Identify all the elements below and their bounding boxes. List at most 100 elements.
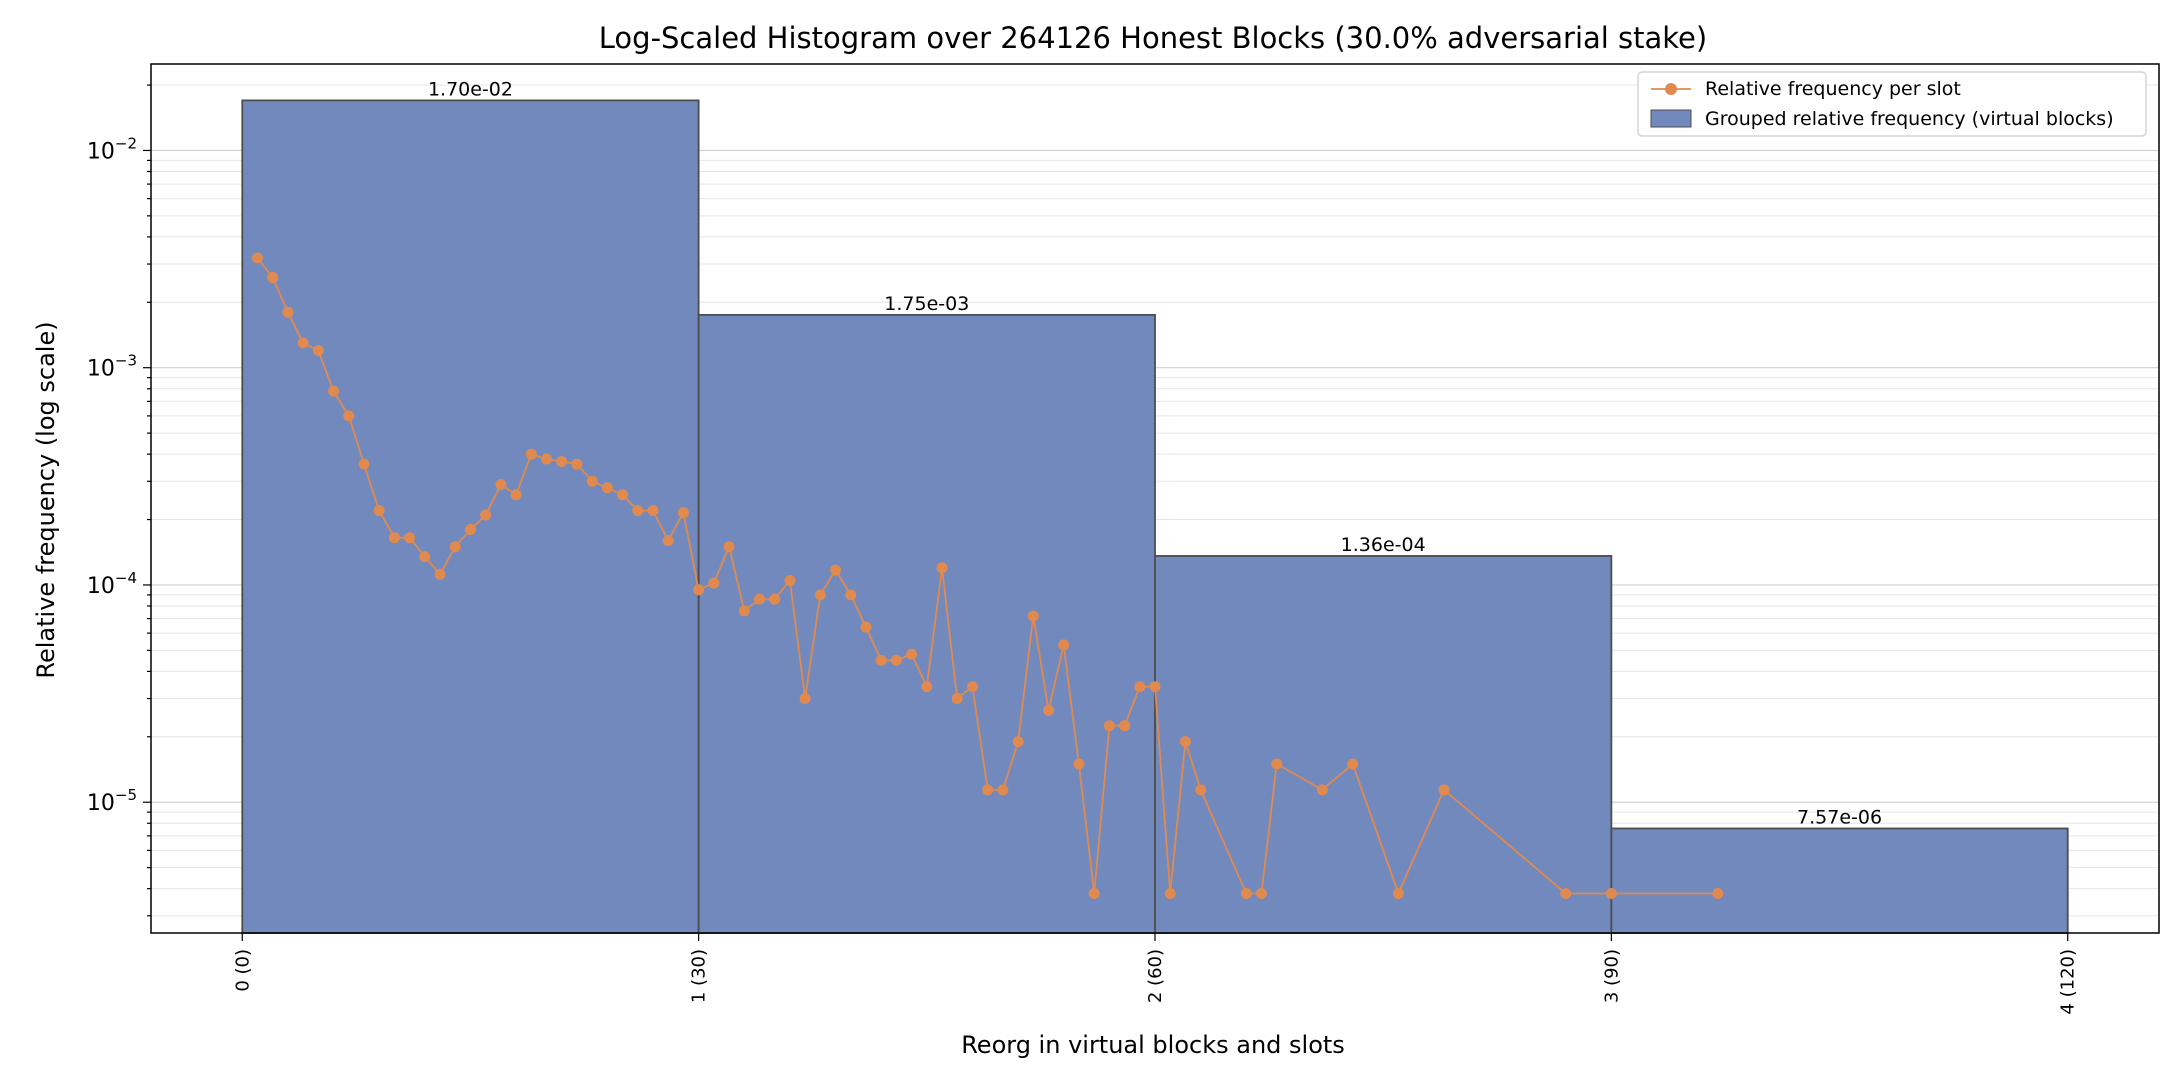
legend: Relative frequency per slot Grouped rela…: [1637, 71, 2147, 137]
data-point: [799, 693, 811, 705]
data-point: [662, 535, 674, 547]
data-point: [601, 482, 613, 494]
legend-bar-swatch: [1650, 109, 1692, 128]
data-point: [358, 458, 370, 470]
data-point: [1712, 887, 1724, 899]
data-point: [1316, 784, 1328, 796]
data-point: [267, 272, 279, 284]
data-point: [328, 385, 340, 397]
data-point: [1073, 758, 1085, 770]
data-point: [434, 568, 446, 580]
data-point: [495, 478, 507, 490]
data-point: [784, 574, 796, 586]
data-point: [1195, 784, 1207, 796]
data-point: [480, 509, 492, 521]
data-point: [875, 654, 887, 666]
data-point: [708, 577, 720, 589]
bar-value-label: 1.70e-02: [428, 78, 513, 100]
data-point: [997, 784, 1009, 796]
data-point: [1058, 639, 1070, 651]
data-point: [1149, 681, 1161, 693]
data-point: [1240, 887, 1252, 899]
histogram-bar: [241, 99, 700, 934]
data-point: [510, 489, 522, 501]
data-point: [404, 532, 416, 544]
x-axis-ticks: 0 (0) 1 (30) 2 (60) 3 (90) 4 (120): [232, 933, 2079, 1015]
data-point: [738, 605, 750, 617]
y-tick-label: 10−4: [87, 569, 137, 599]
bar-series: [241, 99, 2069, 934]
histogram-bar: [697, 314, 1156, 934]
chart-title: Log-Scaled Histogram over 264126 Honest …: [599, 21, 1707, 55]
data-point: [343, 410, 355, 422]
histogram-bar: [1154, 555, 1613, 934]
data-point: [1271, 758, 1283, 770]
bar-value-labels: 1.70e-02 1.75e-03 1.36e-04 7.57e-06: [428, 78, 1882, 828]
data-point: [677, 507, 689, 519]
data-point: [571, 458, 583, 470]
data-point: [1103, 720, 1115, 732]
data-point: [1012, 736, 1024, 748]
data-point: [1560, 887, 1572, 899]
data-point: [906, 648, 918, 660]
legend-box: [1637, 71, 2147, 137]
data-point: [830, 564, 842, 576]
bar-value-label: 1.75e-03: [884, 293, 969, 315]
legend-marker-swatch: [1665, 83, 1677, 95]
data-point: [1255, 887, 1267, 899]
x-tick-label: 2 (60): [1145, 949, 1166, 1003]
data-point: [860, 621, 872, 633]
data-point: [845, 589, 857, 601]
data-point: [556, 456, 568, 468]
legend-entry-bars: Grouped relative frequency (virtual bloc…: [1705, 108, 2114, 130]
legend-entry-line: Relative frequency per slot: [1705, 78, 1961, 100]
data-point: [814, 589, 826, 601]
x-tick-label: 0 (0): [232, 949, 253, 992]
data-point: [1438, 784, 1450, 796]
y-axis-ticks: 10−5 10−4 10−3 10−2: [87, 84, 151, 917]
y-tick-label: 10−5: [87, 786, 137, 816]
data-point: [966, 681, 978, 693]
data-point: [769, 593, 781, 605]
data-point: [1027, 610, 1039, 622]
data-point: [1392, 887, 1404, 899]
data-point: [982, 784, 994, 796]
data-point: [1043, 704, 1055, 716]
data-point: [936, 562, 948, 574]
y-tick-label: 10−3: [87, 352, 137, 382]
x-axis-label: Reorg in virtual blocks and slots: [961, 1031, 1345, 1059]
y-axis-label: Relative frequency (log scale): [32, 321, 60, 678]
data-point: [1605, 887, 1617, 899]
data-point: [723, 541, 735, 553]
data-point: [1179, 736, 1191, 748]
data-point: [1164, 887, 1176, 899]
data-point: [1347, 758, 1359, 770]
x-tick-label: 4 (120): [2058, 949, 2079, 1015]
bar-value-label: 7.57e-06: [1797, 806, 1882, 828]
data-point: [632, 505, 644, 517]
data-point: [1119, 720, 1131, 732]
data-point: [388, 532, 400, 544]
data-point: [890, 654, 902, 666]
data-point: [921, 681, 933, 693]
y-tick-label: 10−2: [87, 134, 137, 164]
x-tick-label: 1 (30): [689, 949, 710, 1003]
data-point: [419, 551, 431, 563]
data-point: [647, 505, 659, 517]
x-tick-label: 3 (90): [1601, 949, 1622, 1003]
line-series: [251, 252, 1724, 899]
histogram-bar: [1610, 827, 2069, 934]
data-point: [617, 489, 629, 501]
data-point: [693, 584, 705, 596]
data-point: [251, 252, 263, 264]
data-point: [464, 523, 476, 535]
data-point: [1134, 681, 1146, 693]
data-point: [449, 541, 461, 553]
data-point: [297, 337, 309, 349]
bar-value-label: 1.36e-04: [1341, 534, 1426, 556]
data-point: [282, 306, 294, 318]
data-point: [1088, 887, 1100, 899]
data-point: [525, 448, 537, 460]
data-point: [373, 505, 385, 517]
